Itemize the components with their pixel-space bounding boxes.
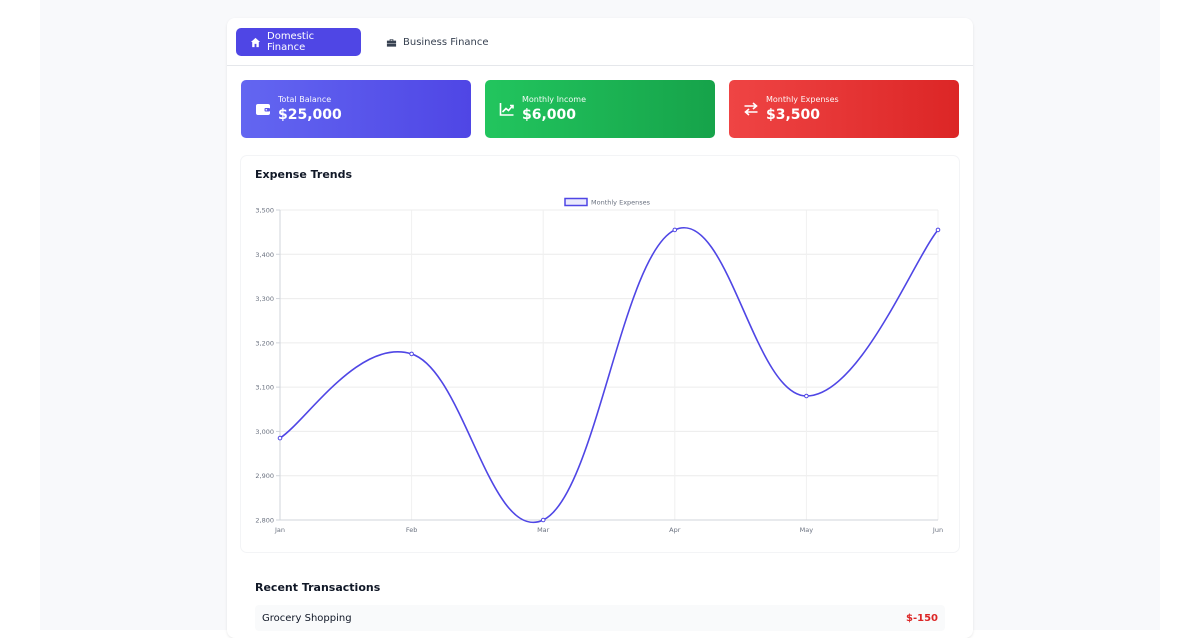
transactions-section-title: Recent Transactions: [255, 581, 381, 594]
series-line: [279, 226, 939, 524]
stat-label: Monthly Expenses: [766, 94, 839, 104]
y-tick-label: 3,200: [255, 339, 274, 347]
chart-legend: Monthly Expenses: [564, 197, 651, 207]
data-point: [804, 393, 809, 399]
data-point: [277, 435, 283, 441]
y-tick-label: 3,000: [255, 428, 274, 436]
exchange-icon: [744, 102, 758, 116]
tab-domestic-finance[interactable]: Domestic Finance: [236, 28, 361, 56]
transaction-row[interactable]: Grocery Shopping $-150: [255, 605, 945, 631]
transaction-description: Grocery Shopping: [262, 612, 352, 624]
legend-swatch: [564, 197, 588, 207]
y-tick-label: 2,800: [255, 517, 274, 525]
x-tick-label: Apr: [669, 526, 681, 534]
data-point: [409, 351, 414, 357]
monthly-income-card: Monthly Income $6,000: [485, 80, 715, 138]
x-tick-label: Mar: [537, 526, 550, 534]
x-tick-label: May: [800, 526, 814, 534]
briefcase-icon: [386, 38, 397, 47]
expense-trends-chart: 3,500 3,400 3,300 3,200 3,100 3,000 2,900 2,800…: [255, 197, 943, 534]
chart-section-title: Expense Trends: [255, 168, 353, 181]
y-tick-label: 3,300: [255, 295, 274, 303]
data-point: [540, 517, 546, 523]
y-tick-label: 2,900: [255, 472, 274, 480]
wallet-icon: [256, 104, 270, 115]
x-tick-label: Jun: [932, 526, 943, 534]
y-tick-label: 3,400: [255, 251, 274, 259]
stat-value: $6,000: [522, 106, 577, 123]
x-tick-label: Feb: [406, 526, 418, 534]
y-tick-label: 3,500: [255, 207, 274, 215]
monthly-expenses-card: Monthly Expenses $3,500: [729, 80, 959, 138]
stat-value: $3,500: [766, 106, 821, 123]
chart-line-icon: [499, 103, 514, 116]
home-icon: [250, 37, 261, 47]
stat-label: Monthly Income: [522, 94, 587, 104]
x-tick-label: Jan: [274, 526, 285, 534]
stat-value: $25,000: [278, 106, 342, 123]
total-balance-card: Total Balance $25,000: [241, 80, 471, 138]
tab-label: Domestic Finance: [267, 31, 315, 53]
transaction-amount: $-150: [906, 612, 938, 624]
data-point: [672, 227, 678, 233]
data-point: [935, 227, 941, 233]
finance-dashboard-card: Domestic Finance Business Finance Total …: [227, 18, 973, 638]
legend-label: Monthly Expenses: [591, 199, 651, 207]
stat-label: Total Balance: [278, 94, 332, 104]
tab-business-finance[interactable]: Business Finance: [372, 28, 503, 56]
finance-tabs: Domestic Finance Business Finance: [227, 18, 973, 66]
expense-chart-panel: Expense Trends 3,500 3,400 3,300 3,200 3,100…: [241, 156, 959, 552]
y-tick-label: 3,100: [255, 384, 274, 392]
tab-label: Business Finance: [403, 36, 489, 48]
